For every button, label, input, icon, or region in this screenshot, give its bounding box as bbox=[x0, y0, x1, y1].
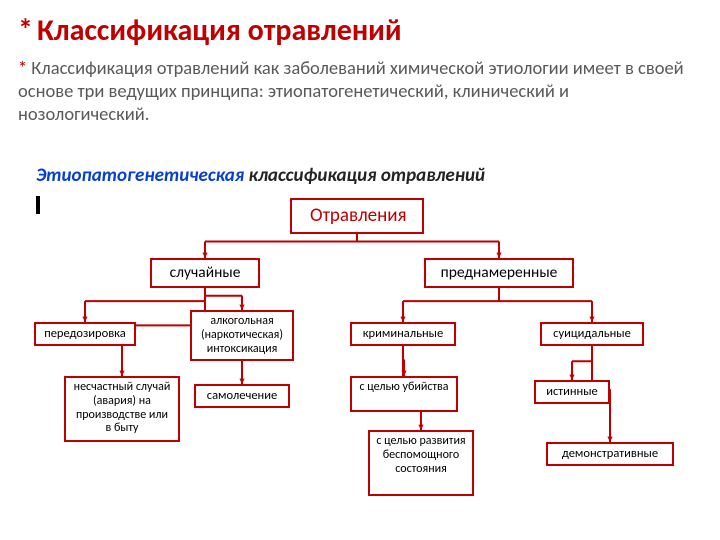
diagram-node-n_crim: криминальные bbox=[350, 322, 456, 346]
diagram-node-n_self: самолечение bbox=[194, 384, 290, 408]
diagram-node-root: Отравления bbox=[290, 198, 424, 234]
diagram-node-n_alc: алкогольная (наркотическая) интоксикация bbox=[190, 310, 294, 361]
bullet-star: * bbox=[18, 56, 27, 79]
diagram-node-n_demo: демонстративные bbox=[546, 442, 674, 466]
diagram-node-n_rand: случайные bbox=[150, 258, 260, 288]
vertical-bar bbox=[36, 196, 40, 214]
page-subtitle: *Классификация отравлений как заболевани… bbox=[18, 56, 690, 125]
title-text: Классификация отравлений bbox=[37, 12, 402, 49]
diagram-node-n_acc: несчастный случай (авария) на производст… bbox=[64, 376, 180, 442]
diagram-node-n_help: с целью развития беспомощного состояния bbox=[368, 430, 474, 496]
diagram-node-n_int: преднамеренные bbox=[424, 258, 574, 288]
section-heading: Этиопатогенетическая классификация отрав… bbox=[36, 164, 485, 187]
section-rest: классификация отравлений bbox=[244, 164, 485, 187]
diagram-node-n_kill: с целью убийства bbox=[350, 376, 458, 412]
section-prefix: Этиопатогенетическая bbox=[36, 164, 244, 187]
diagram-node-n_true: истинные bbox=[534, 380, 610, 404]
bullet-star: * bbox=[18, 12, 33, 49]
page-title: *Классификация отравлений bbox=[18, 12, 402, 49]
diagram-node-n_suic: суицидальные bbox=[540, 322, 644, 346]
subtitle-text: Классификация отравлений как заболеваний… bbox=[18, 56, 684, 125]
diagram-node-n_over: передозировка bbox=[34, 322, 136, 346]
